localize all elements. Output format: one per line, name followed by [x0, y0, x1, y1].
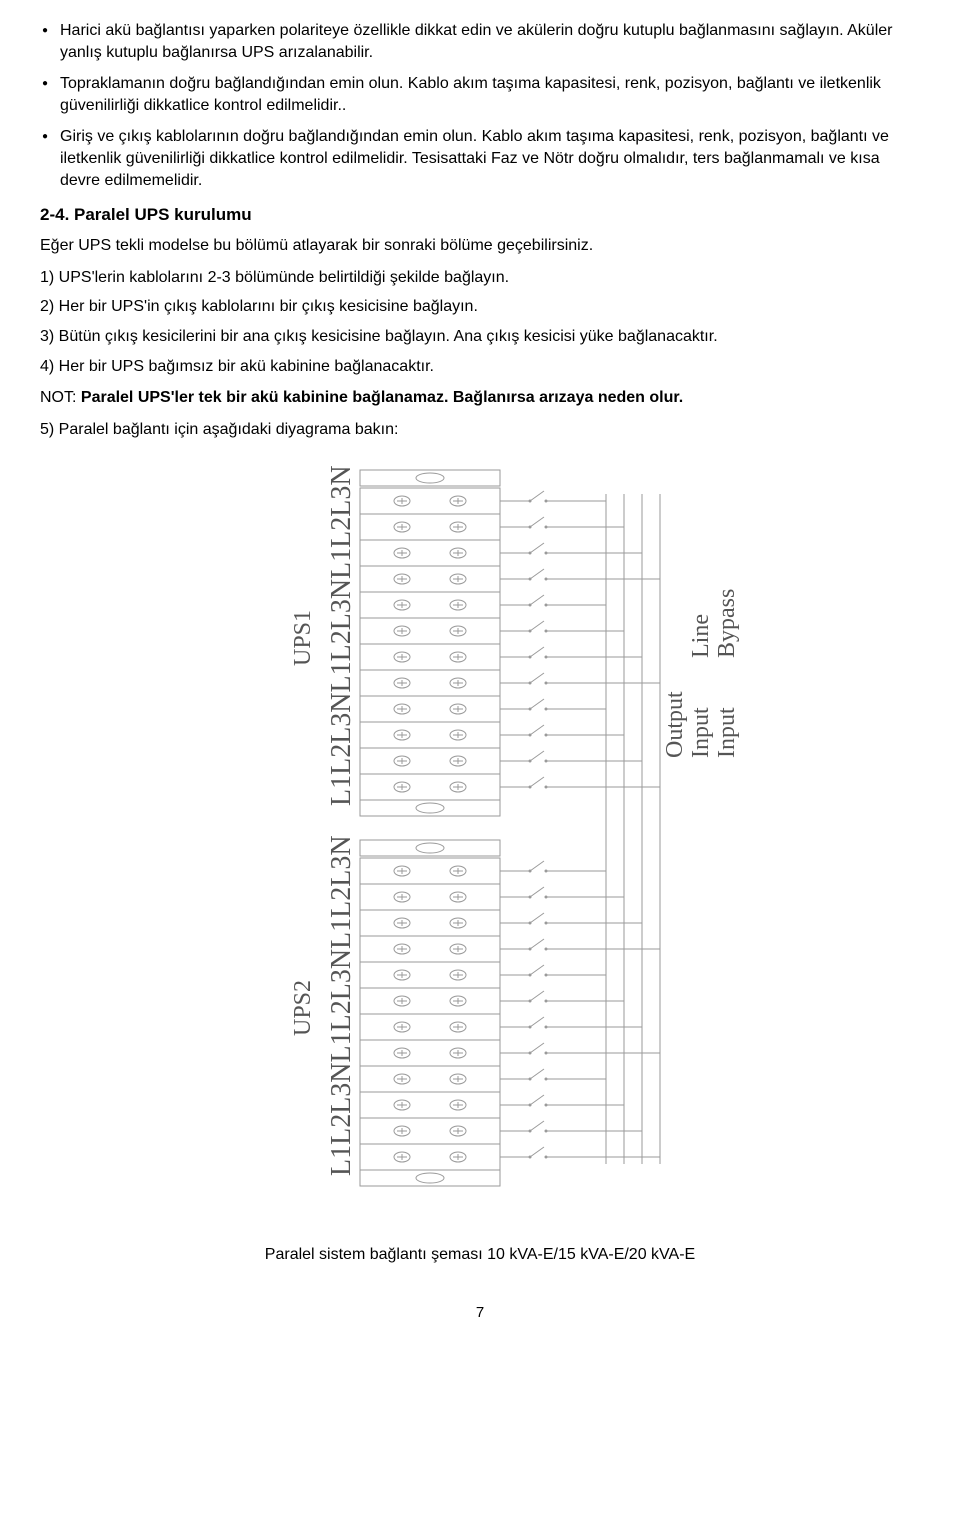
svg-text:L1L2L3NL1L2L3NL1L2L3N: L1L2L3NL1L2L3NL1L2L3N [326, 466, 357, 807]
bullet-item: Harici akü bağlantısı yaparken polaritey… [40, 20, 920, 63]
svg-text:UPS2: UPS2 [290, 980, 316, 1036]
svg-text:Input: Input [714, 707, 740, 758]
svg-text:Input: Input [688, 707, 714, 758]
svg-text:Bypass: Bypass [714, 589, 740, 658]
page-number: 7 [40, 1304, 920, 1321]
step-item: 1) UPS'lerin kablolarını 2-3 bölümünde b… [40, 267, 920, 289]
svg-text:UPS1: UPS1 [290, 610, 316, 666]
svg-text:Line: Line [688, 614, 714, 658]
wiring-diagram-svg: UPS1 L1L2L3NL1L2L3NL1L2L3N UPS2 L1L2L3NL1L2… [160, 458, 800, 1238]
note-prefix: NOT: [40, 389, 81, 406]
bullet-item: Topraklamanın doğru bağlandığından emin … [40, 73, 920, 116]
bullet-list: Harici akü bağlantısı yaparken polaritey… [40, 20, 920, 191]
steps-list-b: 5) Paralel bağlantı için aşağıdaki diyag… [40, 419, 920, 441]
diagram-caption: Paralel sistem bağlantı şeması 10 kVA-E/… [40, 1246, 920, 1264]
step-item: 3) Bütün çıkış kesicilerini bir ana çıkı… [40, 326, 920, 348]
step-item: 2) Her bir UPS'in çıkış kablolarını bir … [40, 296, 920, 318]
svg-text:Output: Output [662, 691, 688, 758]
document-page: Harici akü bağlantısı yaparken polaritey… [0, 0, 960, 1361]
section-heading: 2-4. Paralel UPS kurulumu [40, 205, 920, 225]
section-intro: Eğer UPS tekli modelse bu bölümü atlayar… [40, 235, 920, 257]
svg-text:L1L2L3NL1L2L3NL1L2L3N: L1L2L3NL1L2L3NL1L2L3N [326, 836, 357, 1177]
note-bold: Paralel UPS'ler tek bir akü kabinine bağ… [81, 389, 683, 406]
wiring-diagram: UPS1 L1L2L3NL1L2L3NL1L2L3N UPS2 L1L2L3NL1L2… [40, 458, 920, 1238]
step-item: 4) Her bir UPS bağımsız bir akü kabinine… [40, 356, 920, 378]
steps-list-a: 1) UPS'lerin kablolarını 2-3 bölümünde b… [40, 267, 920, 377]
note-line: NOT: Paralel UPS'ler tek bir akü kabinin… [40, 387, 920, 409]
bullet-item: Giriş ve çıkış kablolarının doğru bağlan… [40, 126, 920, 191]
step-item: 5) Paralel bağlantı için aşağıdaki diyag… [40, 419, 920, 441]
